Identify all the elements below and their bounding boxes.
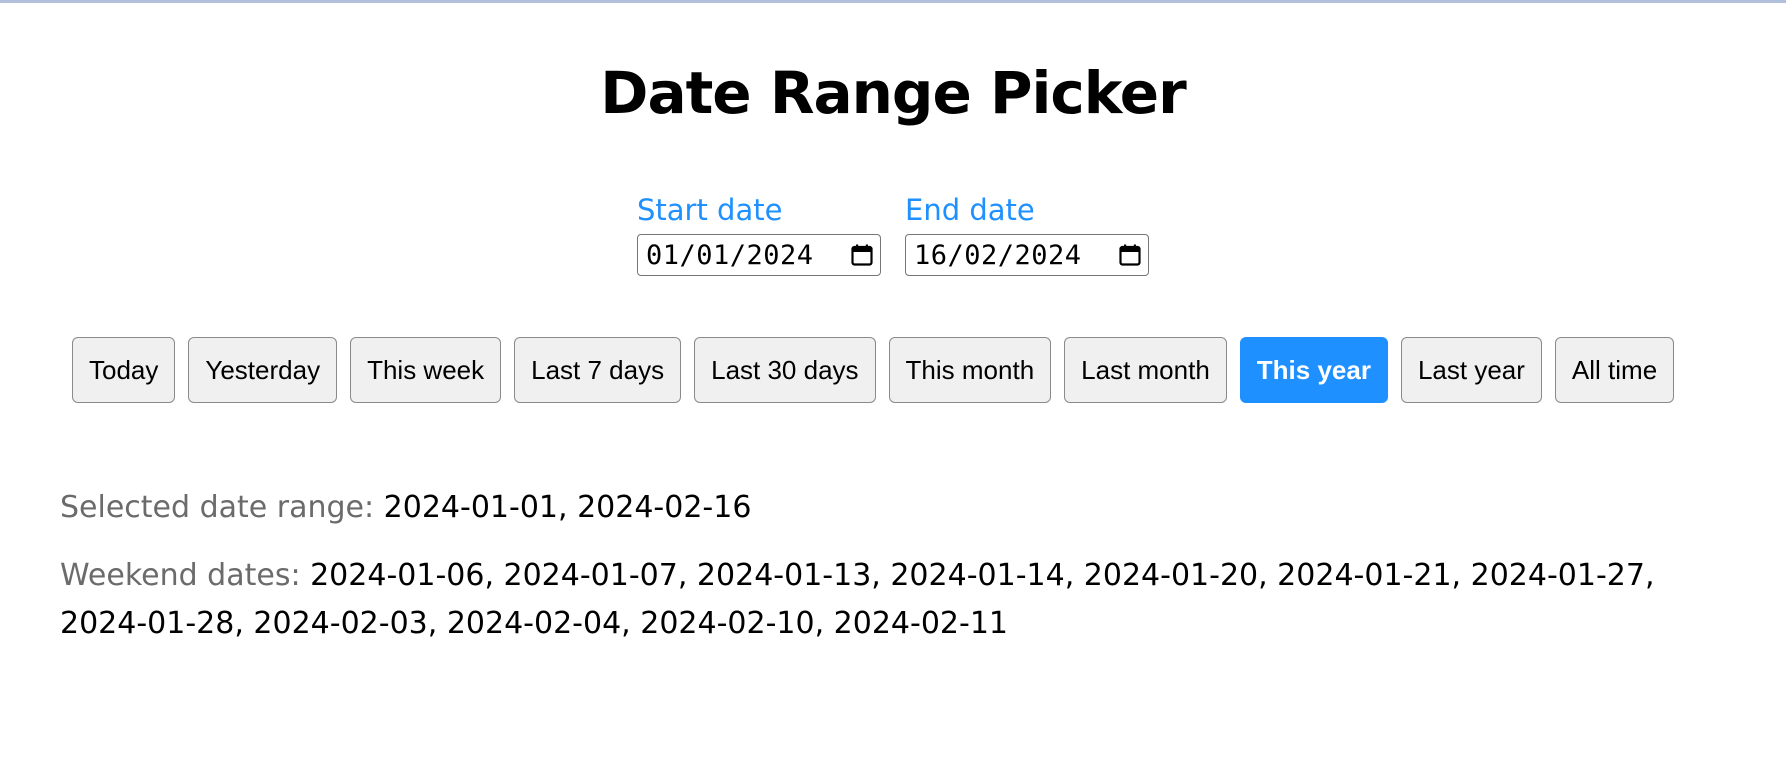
preset-this-month-button[interactable]: This month [888, 337, 1052, 403]
end-date-input[interactable]: 16/02/2024 [905, 234, 1149, 276]
start-date-label: Start date [637, 193, 783, 227]
end-date-value[interactable]: 16/02/2024 [914, 239, 1082, 271]
selected-range-value: 2024-01-01, 2024-02-16 [383, 490, 752, 525]
selected-range-label: Selected date range: [60, 490, 384, 525]
preset-this-week-button[interactable]: This week [350, 337, 502, 403]
weekend-dates-text: Weekend dates: 2024-01-06, 2024-01-07, 2… [60, 552, 1740, 648]
preset-today-button[interactable]: Today [72, 337, 176, 403]
end-date-label: End date [905, 193, 1035, 227]
end-date-group: End date 16/02/2024 [905, 192, 1149, 276]
preset-last-7-days-button[interactable]: Last 7 days [514, 337, 682, 403]
preset-last-month-button[interactable]: Last month [1064, 337, 1227, 403]
preset-this-year-button[interactable]: This year [1239, 337, 1388, 403]
calendar-icon[interactable] [850, 243, 874, 267]
preset-yesterday-button[interactable]: Yesterday [188, 337, 338, 403]
weekend-dates-label: Weekend dates: [60, 558, 311, 593]
preset-all-time-button[interactable]: All time [1554, 337, 1675, 403]
preset-last-30-days-button[interactable]: Last 30 days [694, 337, 876, 403]
start-date-input[interactable]: 01/01/2024 [637, 234, 881, 276]
weekend-dates-value: 2024-01-06, 2024-01-07, 2024-01-13, 2024… [60, 558, 1655, 641]
page-title: Date Range Picker [600, 59, 1186, 127]
selected-range-text: Selected date range: 2024-01-01, 2024-02… [60, 484, 1740, 532]
start-date-value[interactable]: 01/01/2024 [646, 239, 814, 271]
preset-buttons: Today Yesterday This week Last 7 days La… [72, 337, 1675, 403]
calendar-icon[interactable] [1118, 243, 1142, 267]
start-date-group: Start date 01/01/2024 [637, 192, 881, 276]
preset-last-year-button[interactable]: Last year [1400, 337, 1542, 403]
top-border [0, 0, 1786, 3]
